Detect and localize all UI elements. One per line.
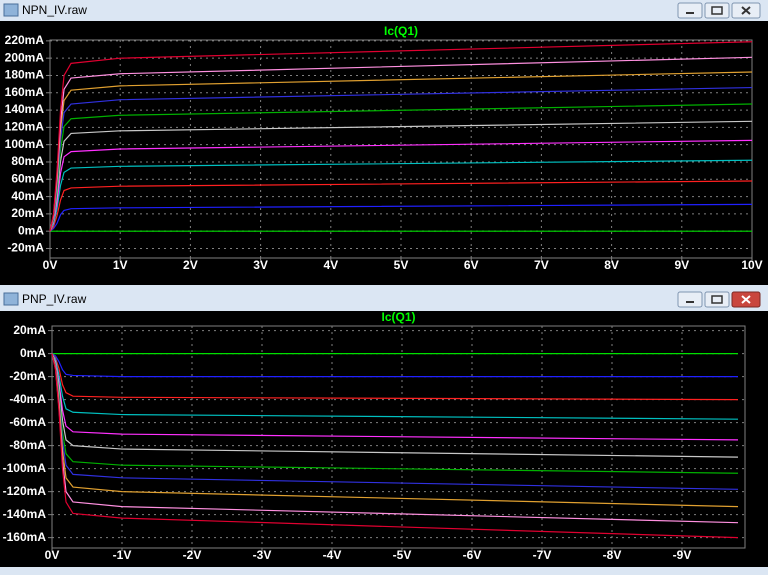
y-tick-label: -120mA xyxy=(3,484,47,498)
trace xyxy=(51,353,738,378)
x-tick-label: 5V xyxy=(394,258,409,272)
x-tick-label: -6V xyxy=(463,548,482,562)
y-tick-label: -60mA xyxy=(9,415,46,429)
y-tick-label: -160mA xyxy=(3,530,47,544)
y-tick-label: 60mA xyxy=(11,171,44,185)
y-tick-label: 20mA xyxy=(11,206,44,220)
x-tick-label: 8V xyxy=(604,258,619,272)
y-tick-label: 200mA xyxy=(5,50,45,64)
x-tick-label: 3V xyxy=(253,258,268,272)
y-tick-label: -100mA xyxy=(3,461,47,475)
y-tick-label: 180mA xyxy=(5,68,45,82)
x-tick-label: 7V xyxy=(534,258,549,272)
y-tick-label: 120mA xyxy=(5,120,45,134)
x-tick-label: 10V xyxy=(741,258,762,272)
chart-title: Ic(Q1) xyxy=(384,24,418,38)
minimize-button[interactable] xyxy=(677,2,703,19)
x-tick-label: -5V xyxy=(393,548,412,562)
x-tick-label: 0V xyxy=(45,548,60,562)
x-tick-label: -7V xyxy=(533,548,552,562)
x-tick-label: 0V xyxy=(43,258,58,272)
y-tick-label: 220mA xyxy=(5,33,45,47)
minimize-button[interactable] xyxy=(677,291,703,308)
plot-frame xyxy=(51,325,746,549)
y-tick-label: 140mA xyxy=(5,102,45,116)
maximize-button[interactable] xyxy=(704,291,730,308)
chart-title: Ic(Q1) xyxy=(381,310,415,324)
x-tick-label: -4V xyxy=(323,548,342,562)
y-tick-label: 100mA xyxy=(5,137,45,151)
window-title: PNP_IV.raw xyxy=(22,292,87,306)
window-title: NPN_IV.raw xyxy=(22,3,87,17)
window-icon xyxy=(3,292,19,306)
window-buttons[interactable] xyxy=(677,2,761,19)
y-tick-label: -80mA xyxy=(9,438,46,452)
y-tick-label: 160mA xyxy=(5,85,45,99)
plot-panel xyxy=(0,21,768,285)
trace xyxy=(49,203,753,232)
window-buttons[interactable] xyxy=(677,291,761,308)
trace xyxy=(49,41,753,232)
y-tick-label: 20mA xyxy=(13,323,46,337)
y-tick-label: 40mA xyxy=(11,189,44,203)
x-tick-label: 6V xyxy=(464,258,479,272)
x-tick-label: 2V xyxy=(183,258,198,272)
y-tick-label: 0mA xyxy=(18,223,44,237)
window-icon xyxy=(3,3,19,17)
y-tick-label: -20mA xyxy=(9,369,46,383)
x-tick-label: -1V xyxy=(113,548,132,562)
x-tick-label: 9V xyxy=(674,258,689,272)
x-tick-label: -2V xyxy=(183,548,202,562)
y-tick-label: 80mA xyxy=(11,154,44,168)
maximize-button[interactable] xyxy=(704,2,730,19)
x-tick-label: 1V xyxy=(113,258,128,272)
x-tick-label: -3V xyxy=(253,548,272,562)
y-tick-label: 0mA xyxy=(20,346,46,360)
x-tick-label: -8V xyxy=(603,548,622,562)
y-tick-label: -140mA xyxy=(3,507,47,521)
trace xyxy=(49,180,753,232)
x-tick-label: 4V xyxy=(323,258,338,272)
trace xyxy=(51,353,739,539)
x-tick-label: -9V xyxy=(673,548,692,562)
y-tick-label: -20mA xyxy=(7,241,44,255)
y-tick-label: -40mA xyxy=(9,392,46,406)
